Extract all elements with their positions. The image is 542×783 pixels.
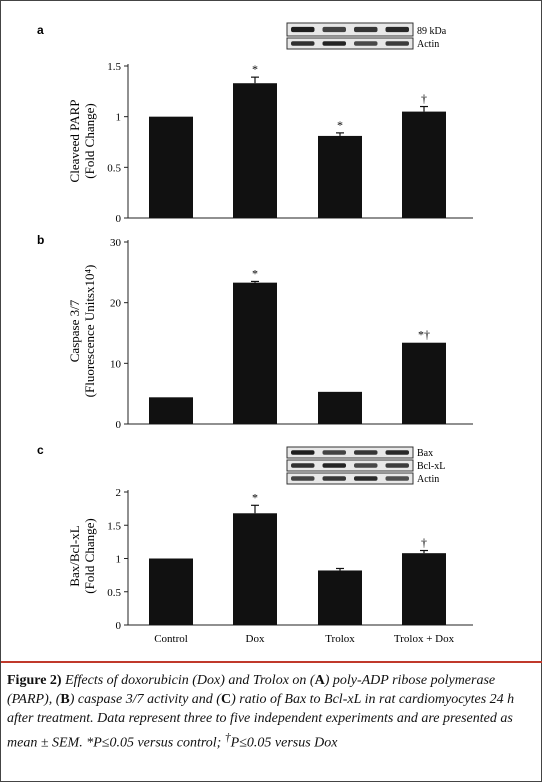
y-tick-label: 10 xyxy=(110,358,122,370)
blot-band xyxy=(385,26,409,33)
caption-letter-c: C xyxy=(220,692,232,707)
blot-label: 89 kDa xyxy=(417,26,447,37)
blot-band xyxy=(385,41,409,46)
blot-row xyxy=(286,37,414,50)
blot-band xyxy=(322,450,346,455)
bar-trolox xyxy=(318,391,362,424)
y-tick-label: 0.5 xyxy=(107,587,121,599)
blot-row xyxy=(286,22,414,37)
caption-text-3: ) caspase 3/7 activity and ( xyxy=(69,692,221,707)
blot-band xyxy=(322,463,346,468)
blot-row xyxy=(286,459,414,472)
panel-letter: a xyxy=(37,23,44,37)
significance-marker: * xyxy=(252,266,258,280)
caption-label: Figure 2) xyxy=(7,673,62,688)
caption-text-1: Effects of doxorubicin (Dox) and Trolox … xyxy=(65,673,315,688)
blot-label: Bcl-xL xyxy=(417,461,445,472)
caption-text-4: ) ratio of Bax to Bcl-xL in rat cardiomy… xyxy=(7,692,515,751)
y-tick-label: 0.5 xyxy=(107,162,121,174)
y-axis-label: Bax/Bcl-xL(Fold Change) xyxy=(67,518,97,593)
y-tick-label: 1.5 xyxy=(107,61,121,73)
blot-band xyxy=(322,26,346,33)
x-tick-label: Dox xyxy=(246,633,265,645)
blot-band xyxy=(291,463,315,468)
blot-band xyxy=(291,476,315,481)
bar-control xyxy=(149,116,193,218)
x-tick-label: Trolox xyxy=(325,633,355,645)
caption-dagger: † xyxy=(224,731,231,744)
y-tick-label: 30 xyxy=(110,237,122,249)
y-tick-label: 20 xyxy=(110,298,122,310)
bar-control xyxy=(149,397,193,424)
y-axis-label-line-1: Caspase 3/7 xyxy=(67,299,82,362)
y-axis-label-line-2: (Fold Change) xyxy=(82,103,97,178)
panel-a: a 0 0.5 1 1.5 Cleaveed PARP(Fold Change) * * † 89… xyxy=(37,22,473,225)
bar-dox xyxy=(233,83,277,218)
blot-band xyxy=(322,476,346,481)
y-axis-label: Caspase 3/7(Fluorescence Unitsx10⁴) xyxy=(67,265,97,398)
bar-trolox-dox xyxy=(402,553,446,625)
bar-trolox-dox xyxy=(402,111,446,218)
blot-label: Actin xyxy=(417,39,439,50)
y-tick-label: 0 xyxy=(116,213,122,225)
caption-text-2: ) poly-ADP ribose polymerase (PARP), ( xyxy=(7,673,496,707)
blot-label: Bax xyxy=(417,448,433,459)
bar-dox xyxy=(233,513,277,625)
y-tick-label: 1 xyxy=(116,554,122,566)
x-tick-label: Control xyxy=(154,633,188,645)
blot-row xyxy=(286,446,414,459)
caption-letter-b: B xyxy=(60,692,70,707)
significance-marker: * xyxy=(337,118,343,132)
y-axis-label-line-1: Cleaveed PARP xyxy=(67,100,82,183)
panel-c: c 0 0.5 1 1.5 2 Bax/Bcl-xL(Fold Change) * † Bax Bc… xyxy=(37,443,473,632)
caption-text-5: P≤0.05 versus Dox xyxy=(230,735,338,751)
bar-trolox xyxy=(318,135,362,218)
bar-control xyxy=(149,558,193,625)
significance-marker: *† xyxy=(418,328,430,342)
panel-b: b 0 10 20 30 Caspase 3/7(Fluorescence Unitsx1… xyxy=(37,233,473,431)
y-tick-label: 0 xyxy=(116,620,122,632)
significance-marker: * xyxy=(252,490,258,504)
bar-dox xyxy=(233,282,277,424)
significance-marker: † xyxy=(421,536,427,550)
blot-band xyxy=(354,26,378,33)
blot-band xyxy=(291,41,315,46)
blot-band xyxy=(291,26,315,33)
blot-band xyxy=(354,476,378,481)
blot-band xyxy=(291,450,315,455)
blot-band xyxy=(385,450,409,455)
y-axis-label-line-2: (Fold Change) xyxy=(82,518,97,593)
blot-label: Actin xyxy=(417,474,439,485)
blot-band xyxy=(354,41,378,46)
caption-letter-a: A xyxy=(314,673,325,688)
y-axis-label-line-2: (Fluorescence Unitsx10⁴) xyxy=(82,265,97,398)
x-tick-label: Trolox + Dox xyxy=(394,633,455,645)
significance-marker: * xyxy=(252,62,258,76)
y-tick-label: 1.5 xyxy=(107,520,121,532)
y-tick-label: 0 xyxy=(116,419,122,431)
y-tick-label: 2 xyxy=(116,487,122,499)
panel-letter: c xyxy=(37,443,44,457)
significance-marker: † xyxy=(421,92,427,106)
blot-band xyxy=(385,463,409,468)
y-tick-label: 1 xyxy=(116,112,122,124)
bar-trolox xyxy=(318,570,362,625)
blot-row xyxy=(286,472,414,485)
bar-trolox-dox xyxy=(402,342,446,424)
blot-band xyxy=(354,463,378,468)
blot-band xyxy=(354,450,378,455)
blot-band xyxy=(322,41,346,46)
blot-band xyxy=(385,476,409,481)
y-axis-label: Cleaveed PARP(Fold Change) xyxy=(67,100,97,183)
figure-caption: Figure 2) Effects of doxorubicin (Dox) a… xyxy=(1,661,542,783)
panel-letter: b xyxy=(37,233,44,247)
y-axis-label-line-1: Bax/Bcl-xL xyxy=(67,525,82,586)
